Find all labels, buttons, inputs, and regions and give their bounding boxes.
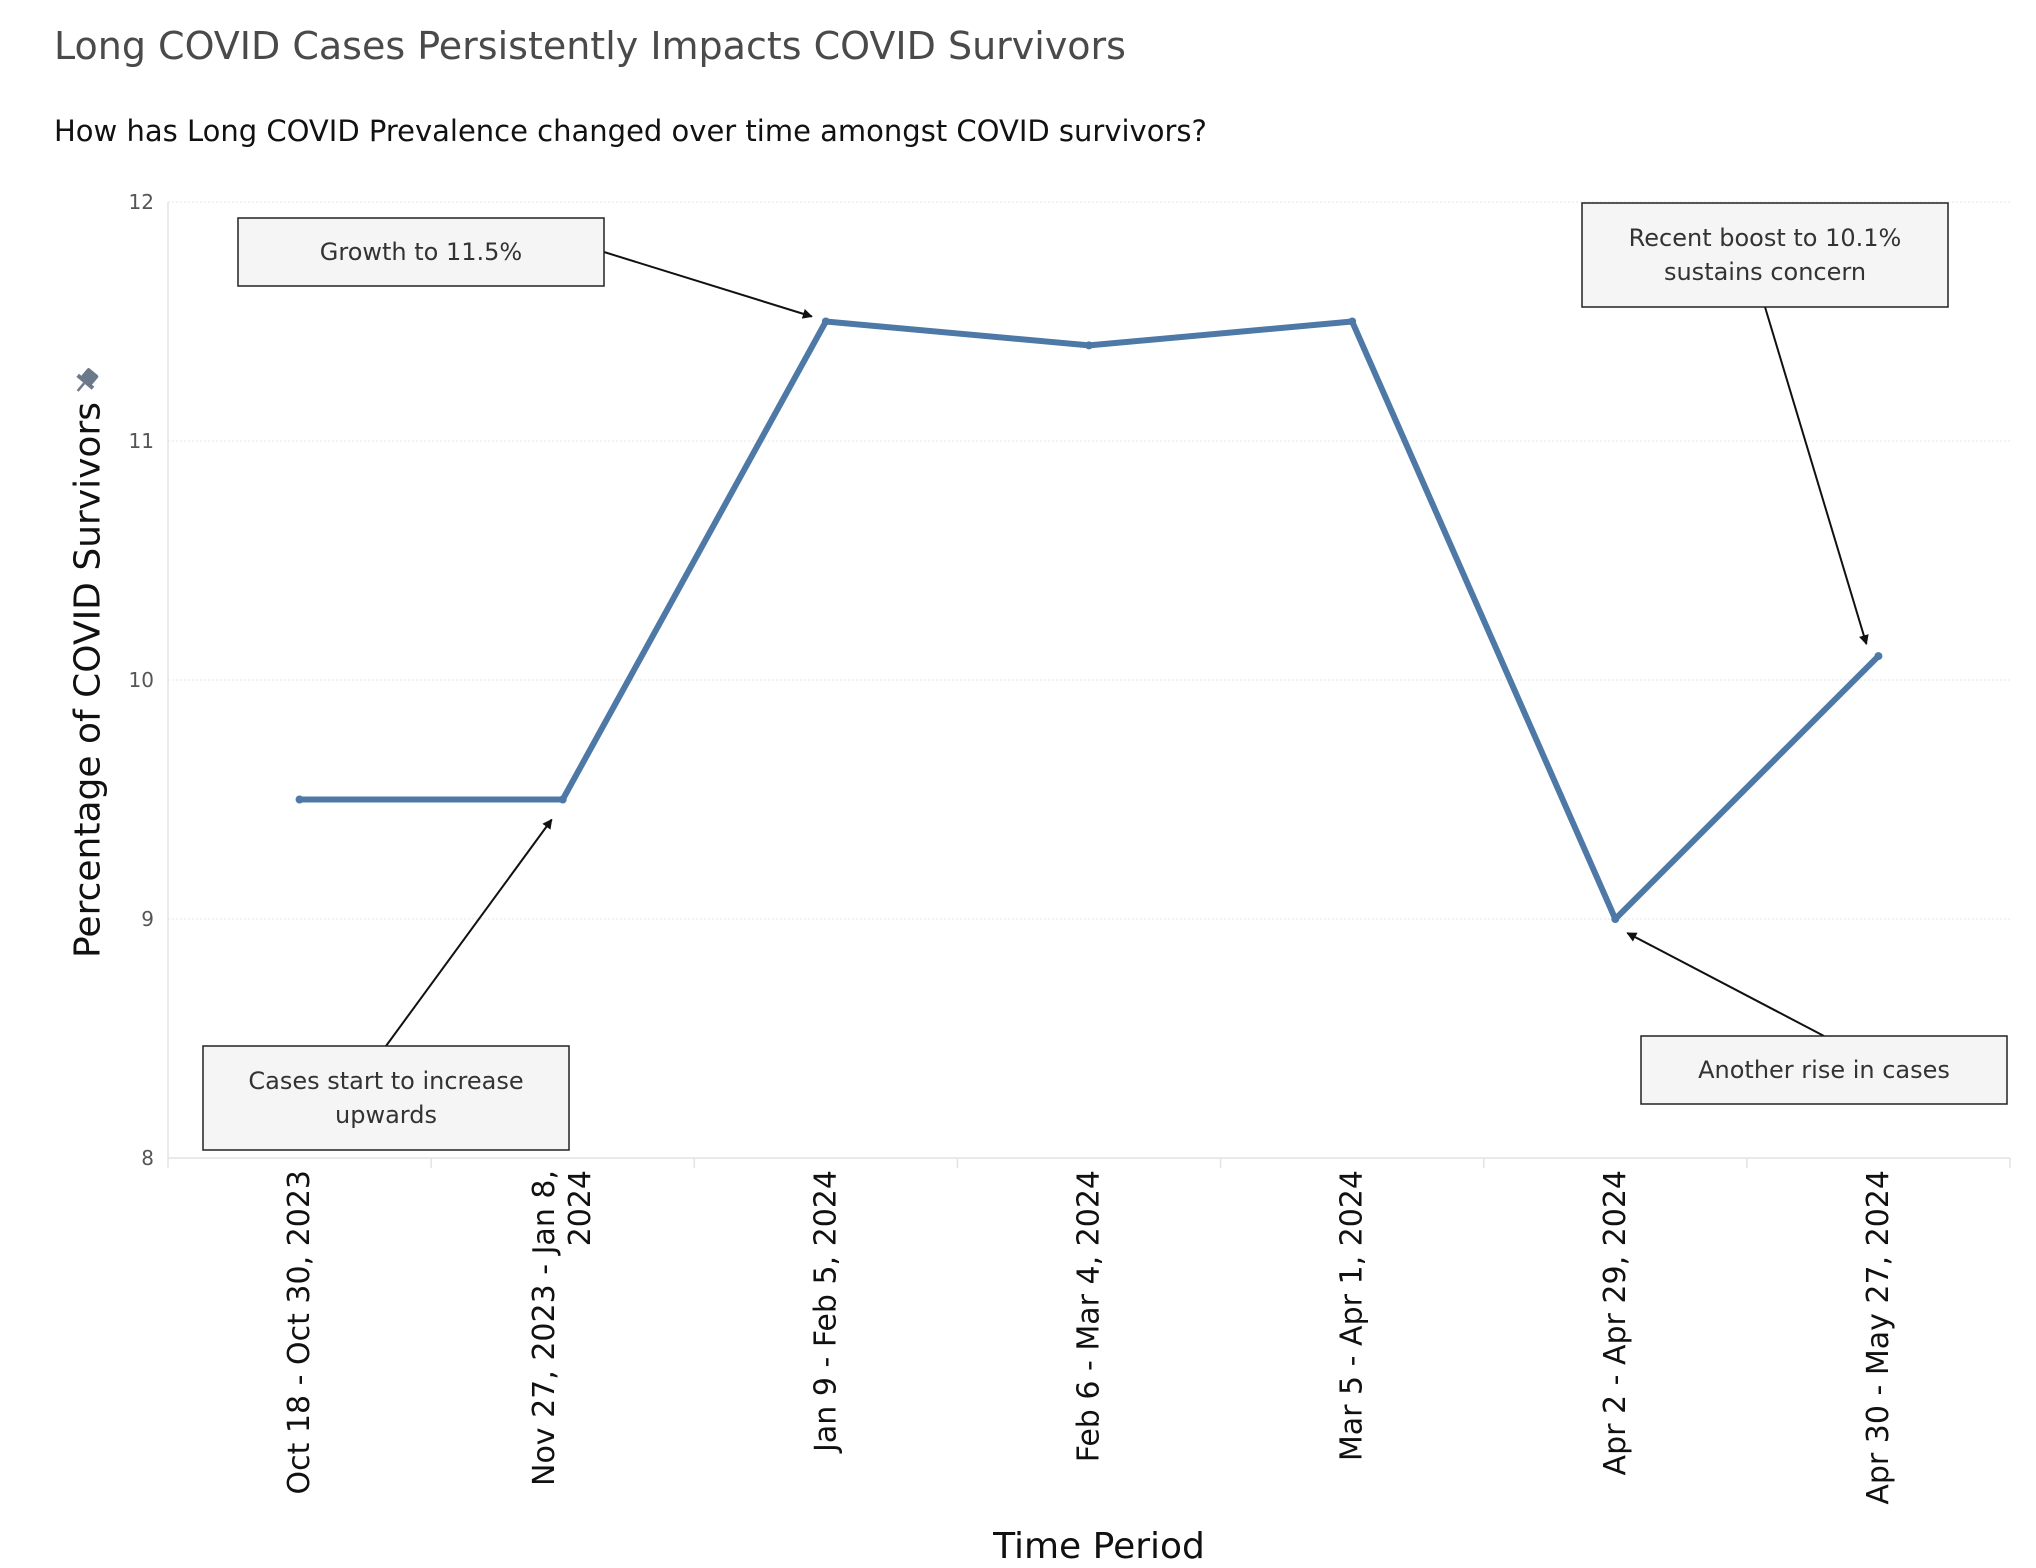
annotation-text: sustains concern <box>1664 258 1866 286</box>
x-tick-label: Apr 2 - Apr 29, 2024 <box>1598 1170 1633 1475</box>
data-point[interactable] <box>295 795 304 804</box>
annotation-text: Another rise in cases <box>1698 1056 1950 1084</box>
data-point[interactable] <box>821 317 830 326</box>
annotation-text: Growth to 11.5% <box>320 238 522 266</box>
chart-subtitle: How has Long COVID Prevalence changed ov… <box>54 114 1207 148</box>
annotation-box <box>1640 1035 2008 1105</box>
annotation-arrow <box>385 818 553 1047</box>
annotation-arrow <box>1626 932 1825 1037</box>
data-point[interactable] <box>1348 317 1357 326</box>
pin-icon[interactable] <box>70 365 101 397</box>
x-tick-label: Jan 9 - Feb 5, 2024 <box>808 1170 843 1454</box>
axes: 8 9 10 11 12 Oct 18 - Oct 30, 2023 Nov 27, 202… <box>68 190 2011 1567</box>
annotation-box <box>237 217 605 287</box>
x-tick-label: Feb 6 - Mar 4, 2024 <box>1072 1170 1107 1462</box>
annotation-box <box>202 1045 570 1151</box>
data-point[interactable] <box>1611 915 1620 923</box>
y-tick-label: 10 <box>129 668 154 692</box>
annotation-arrow <box>1764 306 1869 646</box>
annotation-text: upwards <box>335 1101 437 1129</box>
series <box>295 317 1883 923</box>
data-point[interactable] <box>1874 652 1883 661</box>
annotation-text: Cases start to increase <box>248 1067 523 1095</box>
data-point[interactable] <box>1085 341 1093 350</box>
annotation-text: Recent boost to 10.1% <box>1629 224 1902 252</box>
chart-title: Long COVID Cases Persistently Impacts CO… <box>54 24 1126 68</box>
y-tick-label: 12 <box>129 190 154 214</box>
x-tick-label: 2024 <box>563 1170 598 1246</box>
annotation-box <box>1581 202 1949 308</box>
x-tick-label: Nov 27, 2023 - Jan 8, <box>527 1170 562 1486</box>
y-tick-label: 11 <box>129 429 154 453</box>
y-tick-label: 9 <box>141 907 154 931</box>
data-point[interactable] <box>558 795 567 804</box>
annotation-arrow <box>603 251 813 319</box>
annotations: Growth to 11.5% Recent boost to 10.1% sust… <box>202 202 2008 1151</box>
x-tick-label: Oct 18 - Oct 30, 2023 <box>282 1170 317 1494</box>
x-tick-label: Mar 5 - Apr 1, 2024 <box>1335 1170 1370 1461</box>
x-tick-label: Apr 30 - May 27, 2024 <box>1861 1170 1896 1505</box>
x-axis-title: Time Period <box>992 1526 1205 1567</box>
y-tick-label: 8 <box>141 1146 154 1170</box>
series-line[interactable] <box>296 318 1882 922</box>
y-axis-title: Percentage of COVID Survivors <box>68 402 109 958</box>
